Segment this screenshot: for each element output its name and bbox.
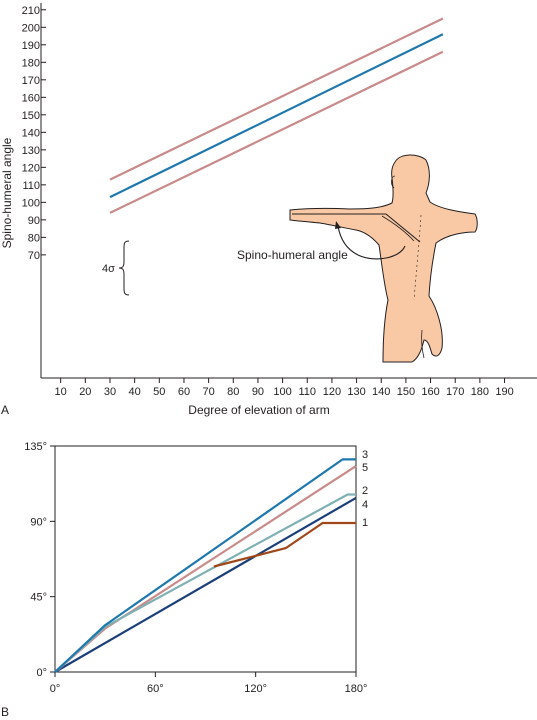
- chart-a-x-tick-label: 50: [153, 386, 165, 398]
- chart-a-x-tick-label: 160: [421, 386, 439, 398]
- chart-a-series-line-3: [109, 50, 444, 214]
- scapula-axis-line: [385, 213, 421, 243]
- chart-a-y-tick-label: 170: [22, 75, 40, 87]
- scapula-detail: [381, 215, 415, 242]
- chart-a-y-tick-label: 80: [28, 232, 40, 244]
- chart-a-x-tick-label: 40: [129, 386, 141, 398]
- chart-a-y-tick-label: 100: [22, 197, 40, 209]
- curly-brace-icon: [118, 240, 130, 296]
- chart-a-y-tick-label: 210: [22, 5, 40, 17]
- chart-a-x-tick-label: 60: [178, 386, 190, 398]
- sigma-bracket-label: 4σ: [102, 263, 115, 275]
- chart-a-x-tick-label: 110: [298, 386, 316, 398]
- chart-a-y-tick-label: 120: [22, 162, 40, 174]
- chart-a-x-tick-label: 80: [227, 386, 239, 398]
- chart-b-series-label-2: 2: [362, 485, 368, 497]
- chart-a-x-tick-label: 180: [471, 386, 489, 398]
- sigma-bracket: [118, 240, 130, 296]
- chart-b: 0° 60° 120° 180° 0° 45° 90° 135° 35 2 4 1 B: [1, 441, 368, 719]
- chart-a-x-tick-label: 190: [495, 386, 513, 398]
- chart-b-series-label-5: 5: [362, 462, 368, 474]
- chart-a-x-axis-label: Degree of elevation of arm: [188, 403, 329, 417]
- chart-a-y-tick-label: 150: [22, 110, 40, 122]
- chart-b-series-line-5: [54, 465, 357, 673]
- chart-a-x-tick-label: 130: [347, 386, 365, 398]
- angle-measurement-lines: [292, 213, 421, 260]
- panel-label-a: A: [1, 403, 9, 417]
- chart-a-series: [109, 17, 444, 214]
- chart-b-x-tick-label: 0°: [50, 683, 61, 695]
- chart-a-y-tick-label: 160: [22, 92, 40, 104]
- chart-a-x-tick-label: 100: [273, 386, 291, 398]
- chart-b-frame: [54, 445, 357, 673]
- angle-arc-arrow: [337, 225, 406, 260]
- chart-b-y-tick-label: 90°: [30, 516, 47, 528]
- chart-a-y-ticks: 70 80 90 100 110 120 130 140 150 160 170 180 190 200 2…: [22, 5, 46, 262]
- chart-b-series-line-4: [54, 496, 357, 673]
- chart-a-y-tick-label: 140: [22, 127, 40, 139]
- chart-b-y-tick-label: 0°: [36, 667, 47, 679]
- chart-a-y-tick-label: 110: [22, 180, 40, 192]
- chart-a-x-tick-label: 30: [104, 386, 116, 398]
- chart-a-x-tick-label: 150: [397, 386, 415, 398]
- chart-a-y-tick-label: 190: [22, 40, 40, 52]
- chart-b-series-line-3: [54, 458, 356, 673]
- chart-a-y-axis-label: Spino-humeral angle: [0, 137, 14, 248]
- chart-a-x-tick-label: 140: [372, 386, 390, 398]
- chart-a-x-tick-label: 70: [202, 386, 214, 398]
- chart-a-x-tick-label: 170: [446, 386, 464, 398]
- spino-humeral-angle-annotation: Spino-humeral angle: [237, 248, 348, 262]
- chart-a-x-tick-label: 120: [323, 386, 341, 398]
- buttock-line: [421, 329, 425, 359]
- chart-b-x-tick-label: 180°: [345, 683, 368, 695]
- chart-b-y-tick-label: 135°: [24, 441, 47, 453]
- chart-a-x-tick-label: 20: [79, 386, 91, 398]
- chart-b-x-ticks: 0° 60° 120° 180°: [50, 672, 368, 695]
- chart-a: 10 20 30 40 50 60 70 80 90 100 110 120 130 140 150 160 1…: [0, 3, 537, 417]
- chart-b-x-tick-label: 60°: [147, 683, 164, 695]
- chart-a-x-tick-label: 10: [55, 386, 67, 398]
- chart-b-series-labels: 35 2 4 1: [362, 449, 368, 529]
- chart-a-y-tick-label: 90: [28, 215, 40, 227]
- chart-b-series-label-3: 3: [362, 449, 368, 461]
- chart-b-series: [54, 458, 357, 673]
- chart-b-series-line-1: [213, 521, 356, 568]
- chart-b-y-ticks: 0° 45° 90° 135°: [24, 441, 55, 679]
- chart-a-x-ticks: 10 20 30 40 50 60 70 80 90 100 110 120 130 140 150 160 1…: [55, 378, 514, 398]
- panel-label-b: B: [1, 705, 9, 719]
- chart-a-series-line-2: [109, 33, 444, 199]
- chart-a-x-tick-label: 90: [252, 386, 264, 398]
- chart-a-y-tick-label: 130: [22, 145, 40, 157]
- chart-b-y-tick-label: 45°: [30, 592, 47, 604]
- chart-b-x-tick-label: 120°: [244, 683, 267, 695]
- chart-a-series-line-1: [109, 17, 444, 181]
- chart-b-series-label-4: 4: [362, 499, 368, 511]
- chart-a-y-tick-label: 70: [28, 250, 40, 262]
- chart-b-series-label-1: 1: [362, 517, 368, 529]
- ear-detail: [391, 175, 396, 189]
- chart-a-axes: [40, 3, 537, 379]
- chart-a-y-tick-label: 180: [22, 57, 40, 69]
- chart-b-axes: [54, 445, 357, 673]
- chart-a-y-tick-label: 200: [22, 22, 40, 34]
- arrowhead-icon: [335, 221, 341, 229]
